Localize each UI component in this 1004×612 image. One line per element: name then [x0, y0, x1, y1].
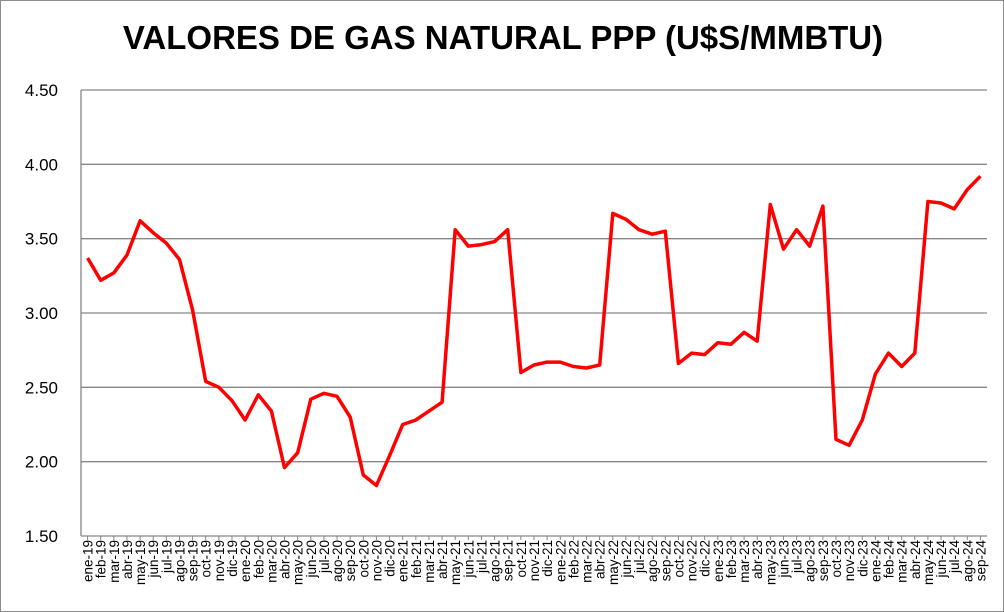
series-line [86, 174, 982, 488]
x-tick-label: jul-21 [474, 540, 489, 574]
x-tick-label: may-20 [291, 540, 306, 585]
y-tick-label: 2.50 [25, 378, 58, 397]
x-tick-label: nov-20 [369, 540, 384, 581]
x-tick-label: jun-23 [776, 540, 791, 579]
x-tick-label: mar-22 [580, 540, 595, 583]
x-tick-label: ago-24 [960, 540, 975, 583]
x-tick-label: abr-19 [120, 540, 135, 579]
x-tick-label: ene-23 [711, 540, 726, 582]
x-tick-label: jun-22 [619, 540, 634, 579]
x-tick-label: may-21 [448, 540, 463, 585]
x-tick-label: ene-22 [553, 540, 568, 582]
x-tick-label: nov-19 [212, 540, 227, 581]
x-tick-label: ago-23 [803, 540, 818, 582]
x-tick-label: feb-20 [251, 540, 266, 578]
y-tick-label: 4.00 [25, 155, 58, 174]
x-tick-label: ago-22 [645, 540, 660, 582]
x-tick-label: feb-21 [409, 540, 424, 578]
x-tick-label: jun-19 [146, 540, 161, 579]
x-tick-label: abr-21 [435, 540, 450, 579]
x-tick-label: jun-21 [461, 540, 476, 579]
x-tick-label: nov-22 [685, 540, 700, 581]
x-tick-label: dic-23 [855, 540, 870, 577]
x-tick-label: ago-21 [488, 540, 503, 582]
x-tick-label: feb-22 [566, 540, 581, 578]
x-tick-label: sep-20 [343, 540, 358, 581]
x-tick-label: oct-23 [829, 540, 844, 578]
x-tick-label: abr-24 [908, 540, 923, 580]
x-tick-label: mar-19 [107, 540, 122, 583]
x-tick-label: oct-22 [671, 540, 686, 578]
x-tick-label: sep-19 [186, 540, 201, 581]
x-tick-label: nov-23 [842, 540, 857, 581]
x-tick-label: ago-19 [172, 540, 187, 582]
x-tick-label: may-22 [606, 540, 621, 585]
x-tick-label: jun-20 [304, 540, 319, 579]
x-tick-label: sep-22 [658, 540, 673, 581]
y-tick-label: 1.50 [25, 527, 58, 546]
x-tick-label: feb-24 [882, 540, 897, 579]
x-tick-label: jul-23 [790, 540, 805, 574]
x-tick-label: mar-24 [895, 540, 910, 583]
x-tick-label: sep-23 [816, 540, 831, 581]
y-tick-label: 4.50 [25, 81, 58, 100]
x-tick-label: mar-21 [422, 540, 437, 583]
x-tick-label: abr-22 [593, 540, 608, 579]
x-tick-label: abr-20 [278, 540, 293, 579]
x-tick-label: ene-20 [238, 540, 253, 582]
x-tick-label: mar-20 [264, 540, 279, 583]
x-tick-label: dic-20 [383, 540, 398, 577]
y-tick-label: 3.00 [25, 304, 58, 323]
x-tick-label: feb-19 [94, 540, 109, 578]
x-tick-label: abr-23 [750, 540, 765, 579]
x-tick-label: ene-21 [396, 540, 411, 582]
x-tick-label: jul-19 [159, 540, 174, 574]
x-tick-label: oct-20 [356, 540, 371, 578]
y-tick-label: 2.00 [25, 453, 58, 472]
x-tick-label: ago-20 [330, 540, 345, 582]
x-tick-label: dic-22 [698, 540, 713, 577]
x-tick-label: jul-22 [632, 540, 647, 574]
x-tick-label: may-24 [921, 540, 936, 586]
y-tick-label: 3.50 [25, 230, 58, 249]
x-tick-label: feb-23 [724, 540, 739, 578]
x-tick-label: oct-19 [199, 540, 214, 578]
x-tick-label: mar-23 [737, 540, 752, 583]
x-tick-label: sep-24 [973, 540, 988, 582]
x-tick-label: dic-19 [225, 540, 240, 577]
x-tick-label: jul-24 [947, 540, 962, 575]
x-tick-label: jun-24 [934, 540, 949, 579]
x-tick-label: sep-21 [501, 540, 516, 581]
x-tick-label: dic-21 [540, 540, 555, 577]
x-tick-label: ene-24 [868, 540, 883, 583]
x-tick-label: ene-19 [81, 540, 96, 582]
x-tick-label: jul-20 [317, 540, 332, 574]
chart-title: VALORES DE GAS NATURAL PPP (U$S/MMBTU) [122, 19, 884, 56]
x-tick-label: nov-21 [527, 540, 542, 581]
x-tick-label: may-23 [763, 540, 778, 585]
x-tick-label: may-19 [133, 540, 148, 585]
x-tick-label: oct-21 [514, 540, 529, 578]
